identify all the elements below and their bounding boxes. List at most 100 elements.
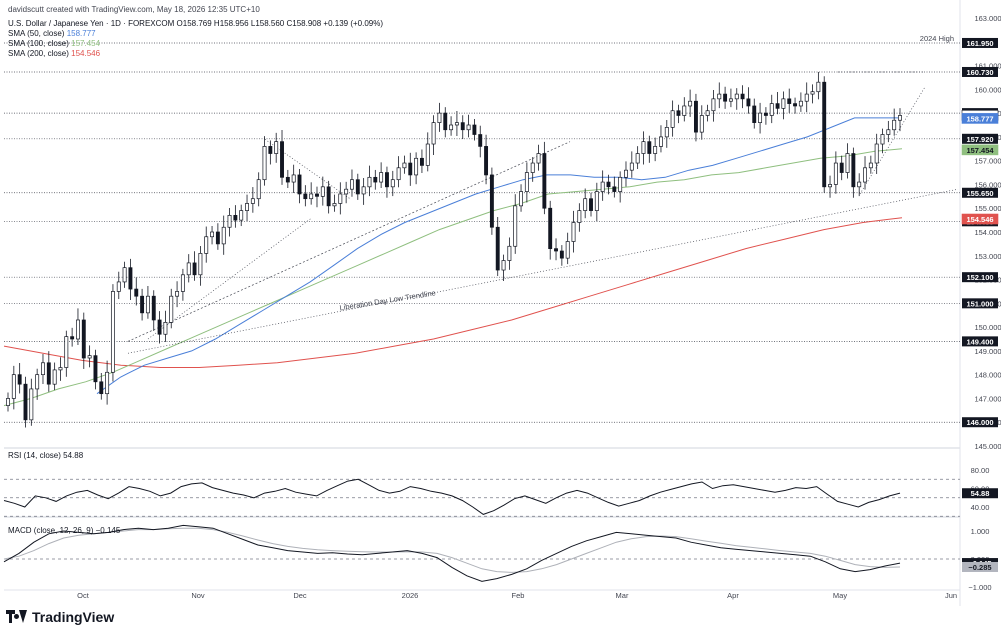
price-tick-label: 147.000 [974, 394, 1001, 403]
candle-bear [851, 153, 856, 188]
candle-bull [682, 105, 687, 116]
candle-bear [128, 267, 133, 290]
candle-bull [699, 115, 704, 133]
level-price-tag [962, 272, 998, 283]
candle-bull [250, 198, 255, 204]
ohlc-high: H158.956 [213, 19, 249, 28]
candle-bull [332, 203, 337, 207]
candle-bear [140, 295, 145, 314]
candle-bull [256, 179, 261, 200]
rsi-label: RSI (14, close) [8, 451, 61, 460]
time-axis-label: Nov [191, 591, 205, 600]
candle-bull [52, 369, 57, 385]
candle-bull [524, 172, 529, 192]
rsi-line [3, 478, 901, 515]
price-tick-label: 155.000 [974, 204, 1001, 213]
price-tick-label: 160.000 [974, 85, 1001, 94]
candle-bear [589, 198, 593, 211]
candle-bear [23, 383, 28, 421]
candle-bull [880, 134, 885, 145]
level-price-tag-label: 152.100 [966, 273, 993, 282]
candle-bull [35, 374, 40, 390]
candle-bear [775, 103, 780, 109]
candle-bull [437, 112, 442, 123]
macd-legend[interactable]: MACD (close, 12, 26, 9) −0.145 [8, 526, 120, 536]
macd-tick-label: −1.000 [968, 583, 991, 592]
candle-bear [93, 355, 98, 383]
candle-bull [390, 179, 395, 188]
level-price-tag-label: 151.000 [966, 299, 993, 308]
sma50-label: SMA (50, close) [8, 29, 65, 38]
candle-bull [577, 210, 582, 223]
candle-bull [320, 186, 325, 197]
candle-bull [530, 162, 535, 173]
price-tick-label: 154.000 [974, 228, 1001, 237]
candle-bull [664, 127, 669, 138]
macd-signal-tag [962, 561, 998, 572]
candle-bull [711, 98, 716, 112]
candle-bull [892, 119, 897, 131]
current-value-tag-label: 157.454 [966, 146, 994, 155]
trendline [147, 217, 313, 340]
current-value-tag-label: 158.777 [966, 114, 993, 123]
sma50-line [96, 117, 902, 395]
candle-bear [134, 288, 139, 297]
candle-bull [653, 146, 658, 154]
candle-bear [746, 98, 751, 107]
candle-bull [110, 291, 115, 373]
candle-bear [554, 248, 558, 252]
tradingview-logo[interactable]: TradingView [6, 609, 114, 625]
sma200-legend[interactable]: SMA (200, close) 154.546 [8, 49, 100, 59]
candle-bear [419, 157, 424, 166]
candle-bear [215, 231, 220, 245]
time-axis-label: Oct [77, 591, 90, 600]
candle-bull [571, 222, 576, 242]
candle-bull [501, 260, 506, 271]
sma50-value: 158.777 [66, 29, 96, 38]
candle-bear [460, 122, 465, 131]
candle-bull [367, 176, 372, 188]
sma100-legend[interactable]: SMA (100, close) 157.454 [8, 39, 100, 49]
sma50-legend[interactable]: SMA (50, close) 158.777 [8, 29, 96, 39]
candle-bull [454, 122, 459, 126]
price-tick-label: 157.000 [974, 157, 1001, 166]
candle-bull [734, 93, 739, 100]
macd-label: MACD (close, 12, 26, 9) [8, 526, 94, 535]
macd-tick-label: 1.000 [971, 527, 990, 536]
candle-bull [175, 291, 180, 297]
candle-bear [297, 174, 302, 195]
candle-bull [624, 169, 628, 178]
time-axis-label: Jun [945, 591, 957, 600]
level-price-tag-label: 160.730 [966, 68, 993, 77]
candle-bull [810, 91, 815, 95]
candle-bull [449, 124, 454, 131]
candle-bull [833, 162, 838, 185]
candle-bull [688, 100, 693, 107]
time-axis-label: 2026 [402, 591, 419, 600]
candle-bull [781, 98, 786, 109]
candle-bear [408, 162, 413, 176]
candle-bull [717, 93, 722, 100]
candle-bear [192, 262, 197, 276]
candle-bull [519, 191, 523, 207]
candle-bull [309, 193, 314, 200]
candle-bull [466, 124, 471, 131]
candle-bear [303, 193, 308, 200]
candle-bear [612, 186, 617, 192]
trendline [127, 188, 959, 354]
candle-bear [385, 172, 389, 188]
rsi-legend[interactable]: RSI (14, close) 54.88 [8, 451, 83, 461]
current-value-tag [961, 113, 999, 124]
level-price-tag [962, 298, 998, 309]
sma100-value: 157.454 [71, 39, 101, 48]
sma100-line [3, 148, 903, 407]
candle-bull [361, 186, 366, 195]
candle-bull [396, 167, 401, 181]
price-tick-label: 145.000 [974, 442, 1001, 451]
candle-bear [280, 141, 284, 178]
candle-bull [857, 181, 862, 188]
candle-bull [670, 110, 675, 128]
candle-bull [594, 191, 599, 211]
candle-bull [245, 203, 249, 211]
